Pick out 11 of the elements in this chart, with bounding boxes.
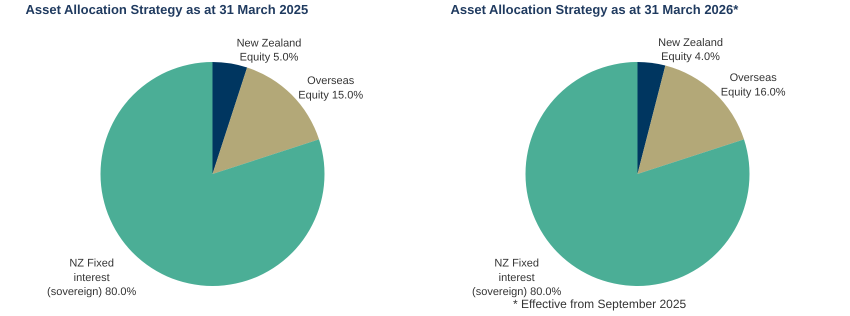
- chart-title: Asset Allocation Strategy as at 31 March 2025: [26, 2, 308, 17]
- slice-label: New Zealand Equity 4.0%: [658, 36, 723, 64]
- text: * Effective from September 2025: [513, 297, 687, 311]
- pie-slice: [638, 62, 666, 174]
- pie-slice: [212, 62, 248, 174]
- slice-label: NZ Fixed interest (sovereign) 80.0%: [47, 258, 137, 298]
- slice-label: Overseas Equity 15.0%: [298, 75, 364, 102]
- slice-label: Overseas Equity 16.0%: [720, 72, 786, 99]
- slice-label: NZ Fixed interest (sovereign) 80.0%: [472, 258, 562, 298]
- slice-label: New Zealand Equity 5.0%: [236, 37, 302, 64]
- chart-title: Asset Allocation Strategy as at 31 March 2026*: [450, 2, 740, 17]
